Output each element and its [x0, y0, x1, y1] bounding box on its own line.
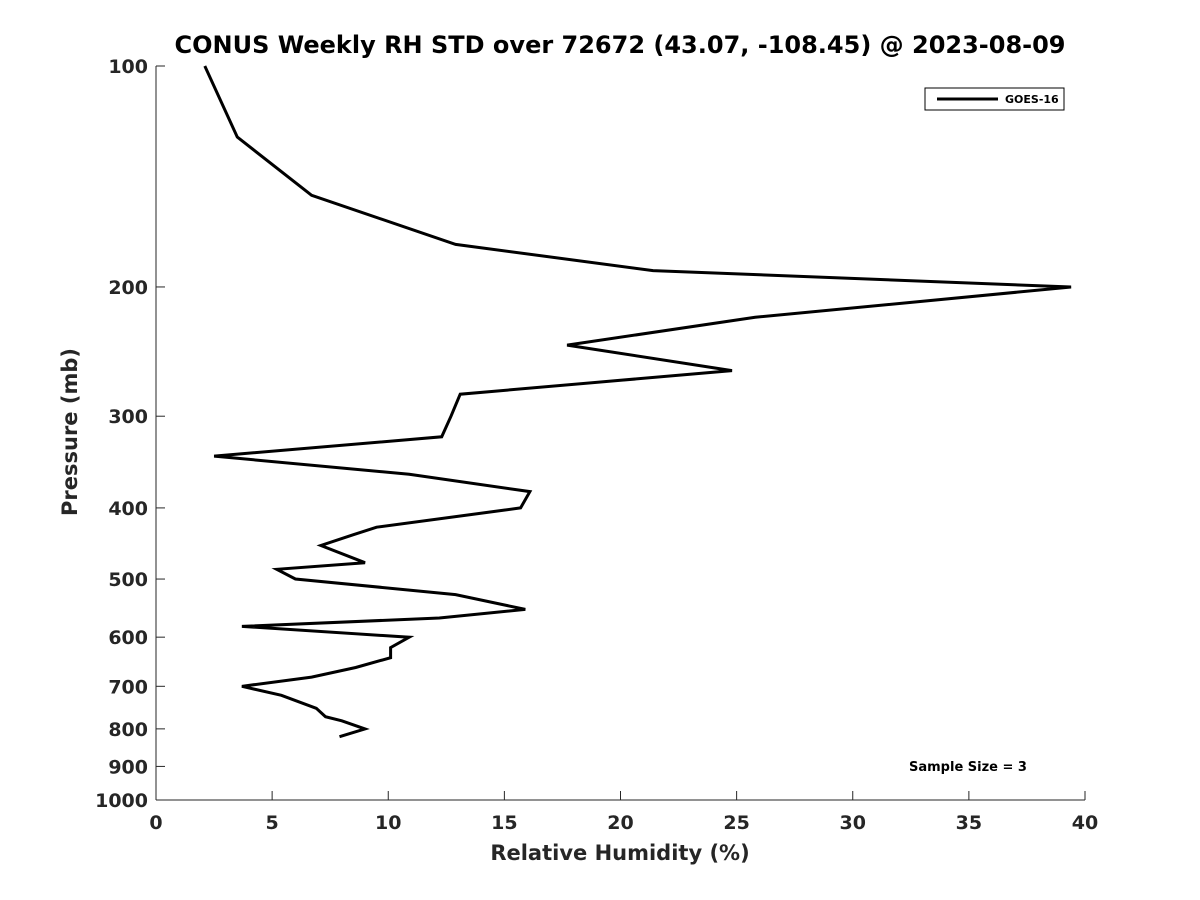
axes: [155, 66, 1085, 801]
y-tick-label: 500: [108, 569, 148, 591]
series-line-goes-16: [203, 65, 1072, 739]
y-tick-label: 400: [108, 498, 148, 520]
x-ticks: 0 5 10 15 20 25 30 35 40: [149, 791, 1098, 834]
y-tick-label: 600: [108, 627, 148, 649]
series-layer: [203, 65, 1072, 739]
legend: GOES-16: [924, 87, 1065, 111]
y-tick-label: 300: [108, 406, 148, 428]
x-tick-label: 35: [956, 812, 982, 834]
x-tick-label: 5: [266, 812, 279, 834]
x-axis-label: Relative Humidity (%): [490, 841, 749, 865]
y-axis-label: Pressure (mb): [58, 348, 82, 516]
y-tick-label: 1000: [95, 790, 148, 812]
y-ticks: 100 200 300 400 500 600 700 800 900 1000: [95, 56, 165, 812]
sample-size-annotation: Sample Size = 3: [909, 760, 1027, 775]
x-tick-label: 25: [723, 812, 749, 834]
chart-title: CONUS Weekly RH STD over 72672 (43.07, -…: [174, 31, 1065, 59]
x-tick-label: 10: [375, 812, 401, 834]
x-tick-label: 15: [491, 812, 517, 834]
x-tick-label: 0: [149, 812, 162, 834]
y-tick-label: 900: [108, 756, 148, 778]
legend-label-goes-16: GOES-16: [1005, 93, 1059, 106]
x-tick-label: 30: [840, 812, 866, 834]
y-tick-label: 200: [108, 277, 148, 299]
y-tick-label: 700: [108, 676, 148, 698]
y-tick-label: 100: [108, 56, 148, 78]
y-tick-label: 800: [108, 719, 148, 741]
x-tick-label: 20: [607, 812, 633, 834]
x-tick-label: 40: [1072, 812, 1098, 834]
